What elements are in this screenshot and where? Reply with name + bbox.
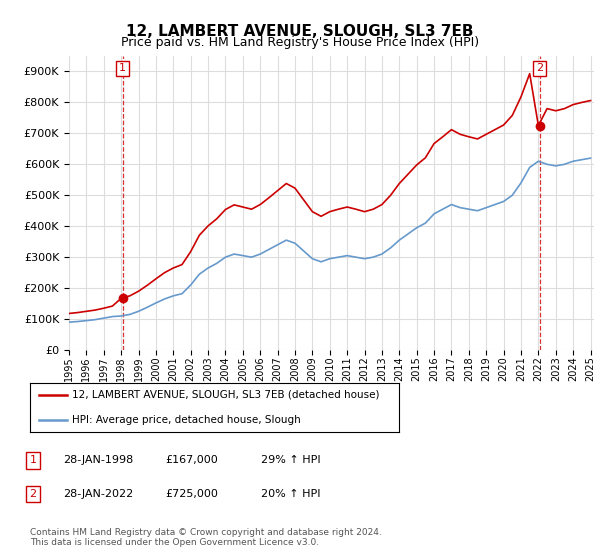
Text: 1: 1 xyxy=(29,455,37,465)
Text: 29% ↑ HPI: 29% ↑ HPI xyxy=(261,455,320,465)
Text: 20% ↑ HPI: 20% ↑ HPI xyxy=(261,489,320,499)
Text: £167,000: £167,000 xyxy=(165,455,218,465)
Text: 12, LAMBERT AVENUE, SLOUGH, SL3 7EB: 12, LAMBERT AVENUE, SLOUGH, SL3 7EB xyxy=(126,24,474,39)
Text: HPI: Average price, detached house, Slough: HPI: Average price, detached house, Slou… xyxy=(73,414,301,424)
Text: £725,000: £725,000 xyxy=(165,489,218,499)
Text: Contains HM Land Registry data © Crown copyright and database right 2024.
This d: Contains HM Land Registry data © Crown c… xyxy=(30,528,382,547)
Text: 12, LAMBERT AVENUE, SLOUGH, SL3 7EB (detached house): 12, LAMBERT AVENUE, SLOUGH, SL3 7EB (det… xyxy=(73,390,380,400)
Text: 2: 2 xyxy=(536,63,544,73)
Text: 2: 2 xyxy=(29,489,37,499)
Text: 28-JAN-2022: 28-JAN-2022 xyxy=(63,489,133,499)
Text: 28-JAN-1998: 28-JAN-1998 xyxy=(63,455,133,465)
Text: Price paid vs. HM Land Registry's House Price Index (HPI): Price paid vs. HM Land Registry's House … xyxy=(121,36,479,49)
Text: 1: 1 xyxy=(119,63,126,73)
